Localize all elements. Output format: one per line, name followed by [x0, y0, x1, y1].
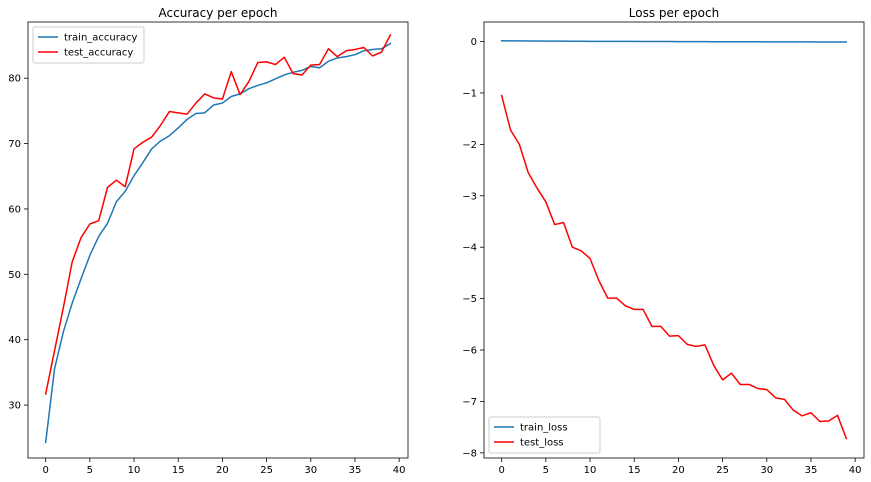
y-tick-label: −5 [462, 294, 477, 305]
chart-title: Accuracy per epoch [159, 6, 278, 20]
y-tick-label: −4 [462, 243, 477, 254]
y-tick-label: −3 [462, 191, 477, 202]
legend-label: test_accuracy [64, 48, 133, 59]
legend-label: train_accuracy [64, 33, 137, 44]
y-tick-label: 50 [8, 270, 21, 281]
x-tick-label: 0 [498, 465, 504, 476]
x-tick-label: 40 [849, 465, 862, 476]
y-tick-label: −1 [462, 88, 477, 99]
series-line-train-accuracy [44, 42, 392, 444]
x-tick-label: 10 [584, 465, 597, 476]
y-tick-label: 70 [8, 139, 21, 150]
x-tick-label: 40 [393, 465, 406, 476]
x-tick-label: 30 [760, 465, 773, 476]
legend-label: test_loss [520, 438, 564, 449]
x-tick-label: 30 [304, 465, 317, 476]
legend-label: train_loss [520, 423, 568, 434]
series-line-train-loss [500, 40, 848, 43]
x-tick-label: 35 [805, 465, 818, 476]
x-tick-label: 0 [42, 465, 48, 476]
legend: train_loss test_loss [488, 416, 601, 454]
x-tick-label: 20 [216, 465, 229, 476]
x-tick-label: 5 [543, 465, 549, 476]
accuracy-plot: Accuracy per epoch 0 5 10 15 20 25 30 35 40 30 40 50… [8, 6, 409, 476]
y-tick-label: 0 [471, 37, 477, 48]
x-tick-label: 25 [716, 465, 729, 476]
x-tick-label: 15 [172, 465, 185, 476]
x-tick-label: 20 [672, 465, 685, 476]
chart-title: Loss per epoch [629, 6, 719, 20]
series-line-test-loss [500, 94, 848, 440]
y-tick-label: 60 [8, 204, 21, 215]
x-tick-label: 15 [628, 465, 641, 476]
series-line-test-accuracy [44, 34, 392, 395]
y-tick-label: 40 [8, 335, 21, 346]
legend-box [488, 416, 601, 454]
y-tick-label: −7 [462, 397, 477, 408]
x-tick-label: 10 [128, 465, 141, 476]
x-tick-label: 35 [349, 465, 362, 476]
loss-plot: Loss per epoch 0 5 10 15 20 25 30 35 40 0 −1 −2 −3 −4 −… [462, 6, 865, 476]
y-tick-label: −6 [462, 346, 477, 357]
y-tick-label: −8 [462, 448, 477, 459]
axes-frame [483, 21, 865, 459]
axes-frame [27, 21, 409, 459]
x-tick-label: 25 [260, 465, 273, 476]
x-tick-label: 5 [87, 465, 93, 476]
y-tick-label: 30 [8, 401, 21, 412]
legend-box [32, 26, 145, 64]
y-tick-label: −2 [462, 140, 477, 151]
legend: train_accuracy test_accuracy [32, 26, 145, 64]
y-tick-label: 80 [8, 74, 21, 85]
